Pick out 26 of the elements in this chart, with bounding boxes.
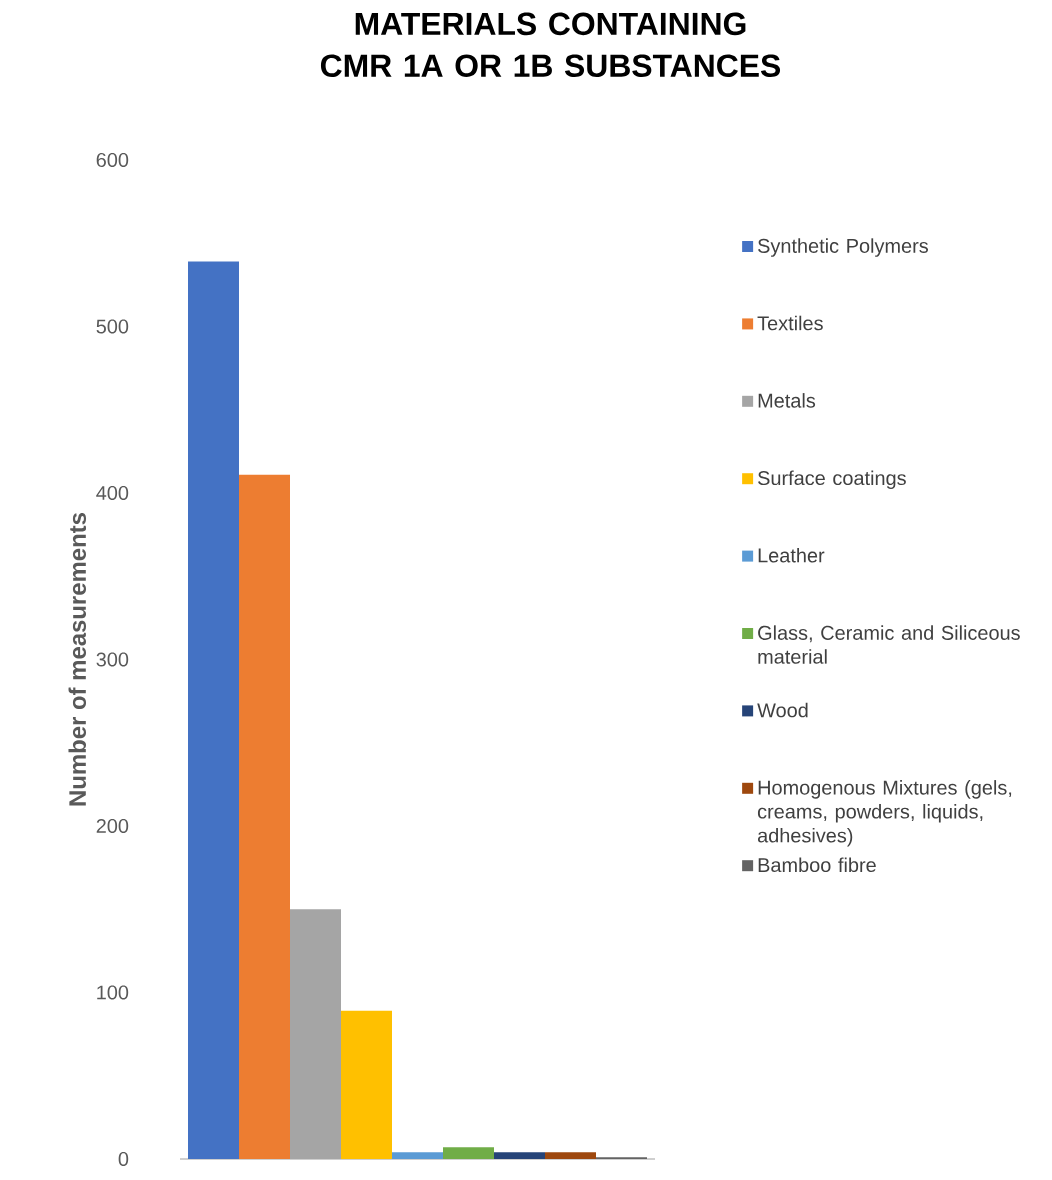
y-tick-label: 400: [96, 485, 129, 501]
y-tick-label: 0: [118, 1151, 129, 1167]
legend-label: Wood: [757, 702, 808, 718]
y-tick-label: 300: [96, 652, 129, 667]
y-tick-label: 200: [96, 818, 129, 834]
bar: [341, 1010, 392, 1159]
legend-label: Synthetic Polymers: [758, 238, 929, 257]
y-tick-label: 500: [96, 319, 129, 334]
bar: [239, 474, 290, 1159]
bar: [545, 1152, 596, 1159]
legend-label: Metals: [758, 393, 816, 408]
chart-title: MATERIALS CONTAINING CMR 1A OR 1B SUBSTANCES: [320, 12, 781, 77]
legend-label: Bamboo fibre: [758, 857, 876, 873]
y-axis-title: Number of measurements: [68, 513, 87, 806]
legend-label: Textiles: [757, 315, 823, 331]
bar: [290, 909, 341, 1159]
bar: [443, 1147, 494, 1159]
legend-label: Glass, Ceramic and Siliceous material: [758, 625, 1020, 664]
bar: [188, 261, 239, 1159]
bar: [392, 1152, 443, 1159]
legend-label: Surface coatings: [758, 470, 906, 490]
legend-label: Leather: [758, 547, 825, 563]
bar: [494, 1152, 545, 1159]
y-tick-label: 600: [96, 152, 129, 168]
y-tick-label: 100: [97, 985, 129, 1000]
legend-label: Homogenous Mixtures (gels, creams, powders, liquids, adhesives): [757, 780, 1012, 847]
